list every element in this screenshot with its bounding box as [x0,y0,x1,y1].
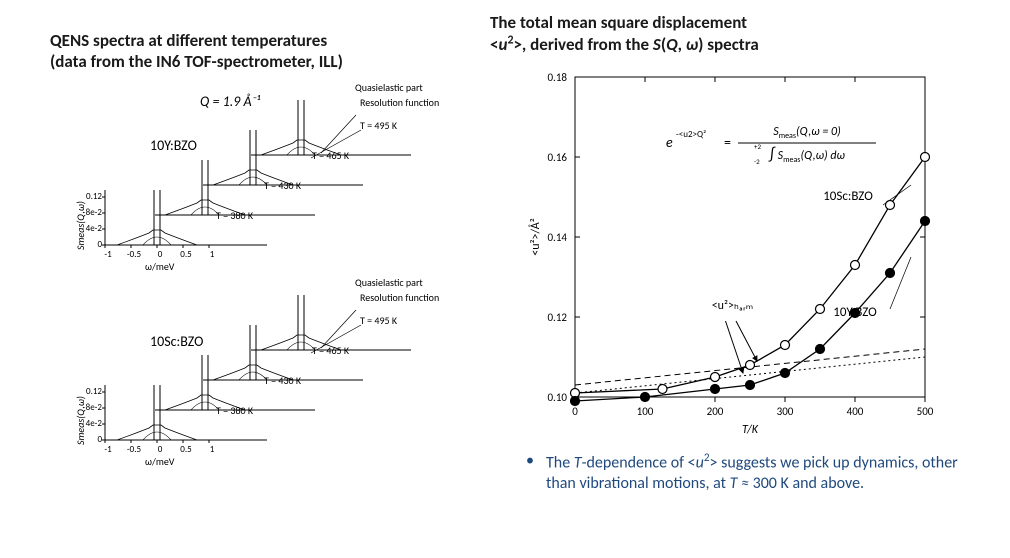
msd-chart: 0 100 200 300 400 500 0.10 0.12 0.14 0.16 0.18 T/K <… [520,67,940,437]
svg-text:<u²>ₕₐᵣₘ: <u²>ₕₐᵣₘ [712,299,754,313]
temp-2-4: T = 380 K [216,404,253,417]
svg-text:-2: -2 [754,157,760,166]
svg-text:+2: +2 [754,142,761,151]
xtick-2-3: 0.5 [176,444,196,455]
left-heading-line2: (data from the IN6 TOF-spectrometer, ILL… [50,51,343,72]
anno-quasi-1: Quasielastic part [355,81,423,94]
temp-1-3: T = 430 K [264,179,301,192]
sample2-label: 10Sc:BZO [150,333,203,350]
temp-2-1: T = 495 K [360,314,397,327]
svg-text:10Y:BZO: 10Y:BZO [833,305,877,320]
ytick-1-0: 0.12 [78,191,102,202]
xtick-2-0: -1 [98,444,118,455]
svg-text:<u²>/Å²: <u²>/Å² [528,218,543,255]
xtick-2-1: -0.5 [124,444,144,455]
ytick-2-0: 0.12 [78,386,102,397]
svg-text:0: 0 [572,405,578,418]
xlabel-1: ω/meV [145,260,174,273]
svg-text:0.16: 0.16 [547,151,567,164]
svg-text:0.18: 0.18 [547,71,567,84]
xtick-2-2: 0 [150,444,170,455]
temp-1-2: T = 465 K [312,149,349,162]
svg-text:0.12: 0.12 [547,311,567,324]
svg-text:0.14: 0.14 [547,231,567,244]
left-heading: QENS spectra at different temperatures (… [50,30,480,73]
xtick-1-4: 1 [202,249,222,260]
svg-text:0.10: 0.10 [547,391,567,404]
left-panel: QENS spectra at different temperatures (… [50,30,480,548]
xtick-2-4: 1 [202,444,222,455]
temp-1-1: T = 495 K [360,119,397,132]
xtick-1-0: -1 [98,249,118,260]
right-heading-line1: The total mean square displacement [490,12,747,33]
svg-text:100: 100 [637,405,654,418]
q-label: Q = 1.9 Å⁻¹ [200,93,260,110]
xtick-1-2: 0 [150,249,170,260]
ytick-1-1: 8e-2 [78,207,102,218]
right-heading-line2: <u2>, derived from the S(Q, ω) spectra [490,34,759,55]
temp-1-4: T = 380 K [216,209,253,222]
msd-svg: 0 100 200 300 400 500 0.10 0.12 0.14 0.16 0.18 T/K <… [520,67,940,437]
svg-text:Smeas(Q,ω = 0): Smeas(Q,ω = 0) [773,125,840,141]
svg-text:200: 200 [707,405,724,418]
anno-res-1: Resolution function [360,96,439,109]
svg-text:T/K: T/K [742,423,759,437]
svg-text:-<u2>Q²: -<u2>Q² [676,129,706,140]
sample1-label: 10Y:BZO [150,137,197,154]
svg-text:300: 300 [777,405,794,418]
svg-text:10Sc:BZO: 10Sc:BZO [823,189,873,204]
ytick-2-2: 4e-2 [78,418,102,429]
xtick-1-3: 0.5 [176,249,196,260]
qens-chart: Q = 1.9 Å⁻¹ 10Y:BZO 10Sc:BZO Quasielasti… [50,85,440,505]
xlabel-2: ω/meV [145,455,174,468]
anno-res-2: Resolution function [360,291,439,304]
svg-text:e: e [666,134,673,151]
ytick-1-2: 4e-2 [78,223,102,234]
right-panel: The total mean square displacement <u2>,… [490,30,970,548]
svg-text:500: 500 [917,405,934,418]
right-heading: The total mean square displacement <u2>,… [490,12,970,55]
ytick-2-1: 8e-2 [78,402,102,413]
anno-quasi-2: Quasielastic part [355,276,423,289]
left-heading-line1: QENS spectra at different temperatures [50,30,327,51]
svg-text:=: = [724,134,731,151]
bullet-text: The T-dependence of <u2> suggests we pic… [490,451,970,495]
xtick-1-1: -0.5 [124,249,144,260]
svg-text:∫ Smeas(Q,ω) dω: ∫ Smeas(Q,ω) dω [768,145,845,165]
temp-2-2: T = 465 K [312,344,349,357]
svg-text:400: 400 [847,405,864,418]
temp-2-3: T = 430 K [264,374,301,387]
